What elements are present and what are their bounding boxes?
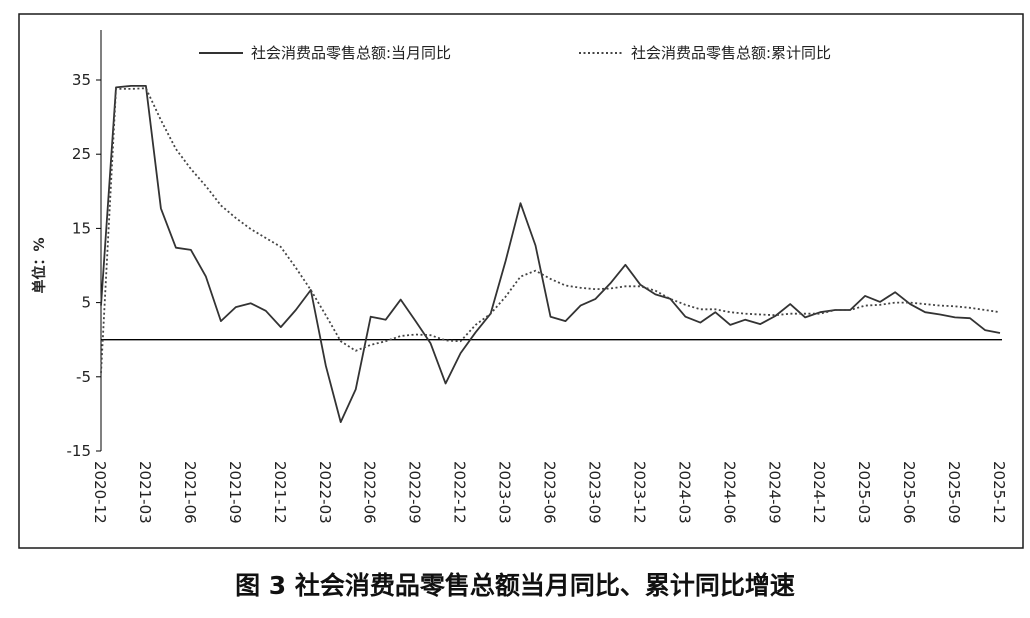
legend-label: 社会消费品零售总额:当月同比 xyxy=(251,44,451,62)
chart-frame: 35 25 15 5 -5 -15 单位：% 2020-12 2021-03 2021-06 202… xyxy=(18,13,1024,549)
x-tick-label: 2024-06 xyxy=(720,461,738,524)
x-tick-label: 2021-03 xyxy=(136,461,154,524)
x-tick-label: 2022-12 xyxy=(451,461,469,524)
x-tick-label: 2024-12 xyxy=(810,461,828,524)
series-line-monthly-yoy xyxy=(100,85,1001,424)
x-tick-label: 2025-12 xyxy=(990,461,1008,524)
y-tick-label: 5 xyxy=(81,294,91,312)
x-tick-label: 2023-09 xyxy=(585,461,603,524)
y-tick-label: -5 xyxy=(76,368,91,386)
y-tick-label: 35 xyxy=(72,71,91,89)
y-axis-label: 单位：% xyxy=(31,237,48,293)
x-tick-label: 2024-09 xyxy=(765,461,783,524)
line-chart: 35 25 15 5 -5 -15 单位：% 2020-12 2021-03 2021-06 202… xyxy=(18,13,1024,549)
figure-caption: 图 3 社会消费品零售总额当月同比、累计同比增速 xyxy=(235,571,795,600)
x-tick-label: 2024-03 xyxy=(675,461,693,524)
chart-border xyxy=(18,13,1024,549)
x-tick-label: 2022-06 xyxy=(361,461,379,524)
x-tick-label: 2025-09 xyxy=(945,461,963,524)
x-tick-label: 2023-03 xyxy=(496,461,514,524)
x-tick-label: 2021-12 xyxy=(271,461,289,524)
y-tick-label: 25 xyxy=(72,145,91,163)
x-tick-label: 2023-06 xyxy=(541,461,559,524)
legend-label: 社会消费品零售总额:累计同比 xyxy=(631,44,831,62)
x-tick-label: 2023-12 xyxy=(630,461,648,524)
x-tick-label: 2025-03 xyxy=(855,461,873,524)
x-tick-label: 2021-06 xyxy=(181,461,199,524)
x-tick-label: 2025-06 xyxy=(900,461,918,524)
x-tick-label: 2020-12 xyxy=(91,461,109,524)
y-tick-label: 15 xyxy=(72,219,91,237)
y-tick-label: -15 xyxy=(67,442,92,460)
x-tick-label: 2022-09 xyxy=(406,461,424,524)
x-tick-label: 2022-03 xyxy=(316,461,334,524)
x-tick-label: 2021-09 xyxy=(226,461,244,524)
series-line-cumulative-yoy xyxy=(100,87,1001,374)
